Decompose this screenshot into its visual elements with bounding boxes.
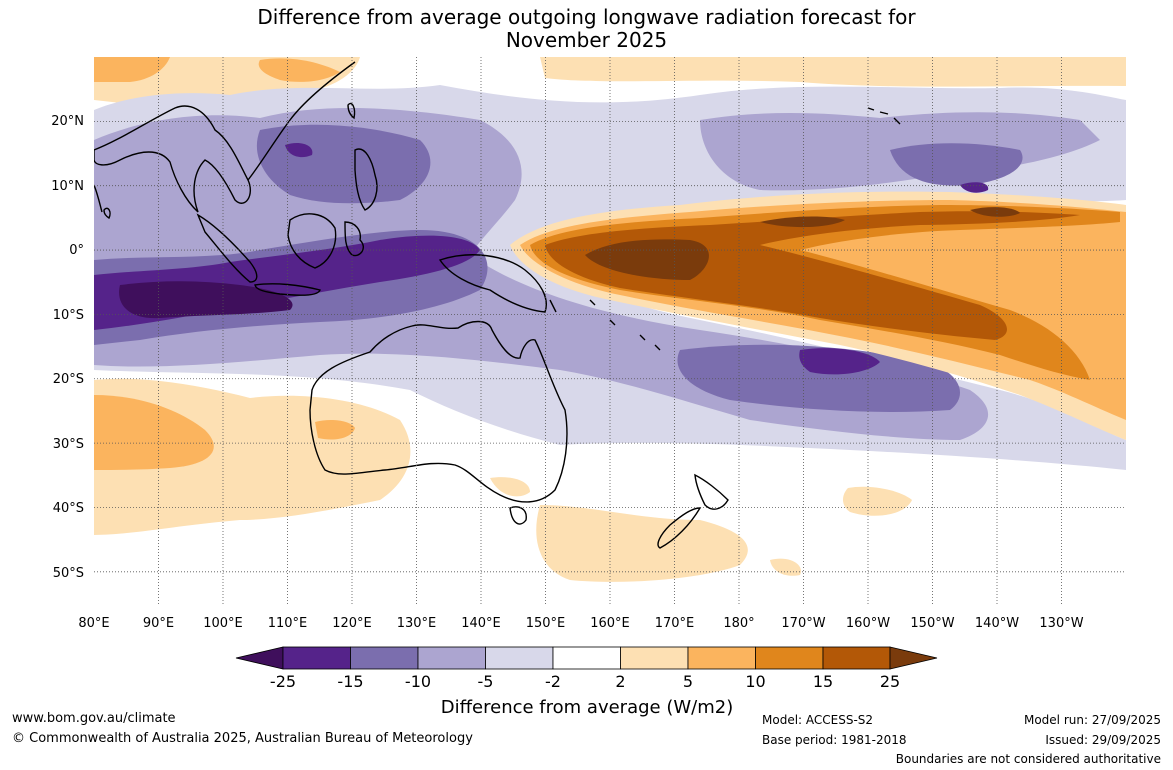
lon-tick-label: 110°E — [268, 616, 308, 631]
lat-tick-label: 50°S — [53, 566, 84, 581]
lon-tick-label: 150°E — [526, 616, 566, 631]
graticule — [94, 57, 1126, 604]
lat-tick-label: 10°N — [51, 179, 84, 194]
lon-tick-label: 130°W — [1039, 616, 1083, 631]
map-title-line2: November 2025 — [505, 28, 668, 52]
colorbar-swatch — [485, 646, 554, 670]
new-guinea-outline — [438, 254, 547, 313]
lat-tick-label: 30°S — [53, 437, 84, 452]
boundary-disclaimer: Boundaries are not considered authoritat… — [895, 752, 1161, 766]
tasmania-outline — [509, 506, 527, 525]
colorbar-tick-label: 10 — [745, 672, 765, 691]
china-coast-outline — [247, 61, 356, 181]
india-tip-outline — [94, 184, 103, 213]
website-link[interactable]: www.bom.gov.au/climate — [12, 711, 176, 726]
colorbar-tick-label: -10 — [405, 672, 431, 691]
vanuatu-fiji-islands — [549, 299, 661, 351]
taiwan-outline — [347, 102, 356, 120]
sumatra-outline — [196, 213, 258, 283]
colorbar-tick-label: -5 — [478, 672, 494, 691]
new-zealand-south-outline — [657, 507, 702, 549]
issued-date: Issued: 29/09/2025 — [1045, 733, 1161, 747]
map-title-line1: Difference from average outgoing longwav… — [257, 5, 916, 29]
lon-tick-label: 100°E — [203, 616, 243, 631]
java-outline — [254, 283, 321, 296]
lon-tick-label: 140°W — [975, 616, 1019, 631]
copyright-text: © Commonwealth of Australia 2025, Austra… — [12, 731, 473, 746]
lon-tick-label: 120°E — [332, 616, 372, 631]
lat-tick-label: 20°S — [53, 372, 84, 387]
sulawesi-outline — [344, 221, 364, 257]
base-period: Base period: 1981-2018 — [762, 733, 907, 747]
anomaly-field — [94, 57, 1126, 604]
colorbar-tick-label: 25 — [880, 672, 900, 691]
lon-tick-label: 180° — [723, 616, 754, 631]
colorbar: -25 -15 -10 -5 -2 2 5 10 15 25 Differenc… — [235, 646, 938, 718]
colorbar-swatch — [350, 646, 419, 670]
lon-tick-label: 170°E — [655, 616, 695, 631]
model-run-date: Model run: 27/09/2025 — [1023, 713, 1161, 727]
lon-tick-label: 160°W — [846, 616, 890, 631]
colorbar-title: Difference from average (W/m2) — [441, 697, 733, 718]
lon-tick-label: 150°W — [910, 616, 954, 631]
colorbar-tick-label: 15 — [813, 672, 833, 691]
negative-anomaly-band — [94, 85, 1126, 470]
australia-outline — [309, 320, 568, 503]
colorbar-tick-label: 5 — [683, 672, 693, 691]
colorbar-arrow-max — [889, 646, 938, 670]
lon-axis-labels: 80°E 90°E 100°E 110°E 120°E 130°E 140°E … — [78, 616, 1083, 631]
philippines-outline — [354, 148, 378, 211]
lon-tick-label: 170°W — [781, 616, 825, 631]
colorbar-swatch — [552, 646, 621, 670]
model-name: Model: ACCESS-S2 — [762, 713, 874, 727]
hawaii-islands — [867, 107, 901, 125]
lat-tick-label: 10°S — [53, 308, 84, 323]
colorbar-swatch — [755, 646, 824, 670]
lon-tick-label: 80°E — [78, 616, 109, 631]
colorbar-swatch — [282, 646, 351, 670]
positive-anomaly-pacific — [510, 191, 1126, 440]
colorbar-tick-label: 2 — [615, 672, 625, 691]
lat-tick-label: 0° — [69, 243, 84, 258]
colorbar-swatch — [822, 646, 891, 670]
lat-tick-label: 40°S — [53, 501, 84, 516]
colorbar-swatch — [417, 646, 486, 670]
lon-tick-label: 90°E — [143, 616, 174, 631]
colorbar-swatch — [687, 646, 756, 670]
lat-axis-labels: 20°N 10°N 0° 10°S 20°S 30°S 40°S 50°S — [51, 114, 84, 581]
coastlines — [94, 61, 901, 549]
lon-tick-label: 130°E — [397, 616, 437, 631]
colorbar-tick-label: -2 — [545, 672, 561, 691]
colorbar-arrow-min — [235, 646, 284, 670]
lon-tick-label: 160°E — [590, 616, 630, 631]
colorbar-tick-label: -15 — [337, 672, 363, 691]
lon-tick-label: 140°E — [461, 616, 501, 631]
colorbar-swatch — [620, 646, 689, 670]
colorbar-tick-label: -25 — [270, 672, 296, 691]
new-zealand-north-outline — [694, 473, 729, 510]
positive-anomaly-south — [94, 378, 912, 582]
asia-mainland-outline — [94, 105, 252, 213]
lat-tick-label: 20°N — [51, 114, 84, 129]
borneo-outline — [287, 213, 337, 269]
sri-lanka-outline — [103, 207, 111, 220]
